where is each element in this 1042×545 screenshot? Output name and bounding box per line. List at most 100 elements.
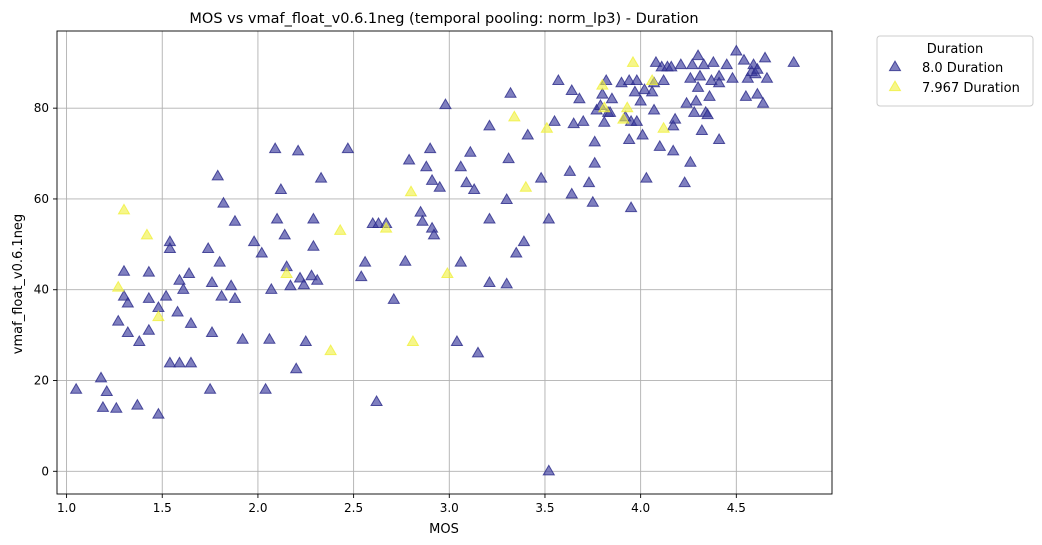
- y-axis-ticks: 0 20 40 60 80: [34, 101, 57, 478]
- data-point: [712, 133, 726, 145]
- data-point: [645, 85, 659, 97]
- data-point: [586, 195, 600, 207]
- data-point: [720, 58, 734, 70]
- data-point: [182, 266, 196, 278]
- data-point: [142, 265, 156, 277]
- data-point: [173, 273, 186, 285]
- data-point: [163, 241, 177, 253]
- data-point: [680, 96, 693, 108]
- data-point: [582, 176, 596, 188]
- data-point: [314, 171, 328, 183]
- x-tick-label: 3.5: [535, 501, 554, 515]
- data-point: [454, 160, 468, 172]
- data-point: [703, 89, 716, 101]
- data-point: [69, 382, 83, 394]
- data-point: [171, 305, 184, 317]
- data-point: [542, 464, 556, 476]
- y-tick-label: 20: [34, 374, 49, 388]
- data-point: [542, 212, 556, 224]
- data-point: [758, 51, 772, 63]
- data-point: [398, 254, 412, 266]
- data-point: [184, 316, 198, 328]
- data-point: [419, 160, 433, 172]
- data-point: [701, 108, 714, 120]
- y-tick-label: 60: [34, 192, 49, 206]
- data-point: [588, 135, 602, 147]
- x-tick-label: 1.0: [57, 501, 76, 515]
- data-point: [500, 277, 514, 289]
- data-point: [310, 273, 324, 285]
- data-point: [551, 74, 565, 86]
- data-point: [573, 92, 586, 104]
- data-point: [264, 282, 278, 294]
- data-point: [425, 173, 439, 185]
- data-point: [517, 235, 531, 247]
- data-point: [404, 185, 418, 197]
- data-point: [441, 266, 454, 278]
- data-point: [132, 335, 146, 347]
- data-point: [751, 87, 764, 99]
- data-point: [291, 144, 305, 156]
- data-point: [624, 201, 638, 213]
- data-point: [201, 241, 215, 253]
- data-point: [463, 145, 477, 157]
- data-point: [307, 212, 320, 224]
- data-point: [111, 314, 125, 326]
- data-point: [263, 332, 276, 344]
- data-point: [109, 401, 123, 413]
- data-point: [454, 255, 468, 267]
- data-point: [176, 282, 190, 294]
- data-point: [228, 291, 242, 303]
- data-point: [224, 279, 238, 291]
- data-point: [354, 270, 368, 282]
- data-point: [519, 180, 533, 192]
- data-point: [563, 164, 577, 176]
- data-point: [471, 346, 485, 358]
- data-point: [152, 310, 165, 322]
- data-point: [691, 49, 705, 61]
- data-point: [370, 394, 383, 406]
- data-point: [217, 196, 230, 208]
- data-point: [684, 71, 697, 83]
- legend-marker: [888, 80, 902, 92]
- data-point: [406, 335, 420, 347]
- data-point: [620, 101, 634, 113]
- data-point: [760, 71, 774, 83]
- data-point: [96, 400, 110, 412]
- data-point: [205, 276, 219, 288]
- y-axis-label: vmaf_float_v0.6.1neg: [11, 214, 26, 354]
- data-point: [159, 289, 173, 301]
- x-tick-label: 3.0: [440, 501, 459, 515]
- data-point: [647, 103, 661, 115]
- data-point: [211, 169, 225, 181]
- data-point: [425, 221, 439, 233]
- data-point: [596, 78, 609, 90]
- data-point: [636, 128, 649, 140]
- data-point: [163, 356, 177, 368]
- data-point: [414, 205, 427, 217]
- data-point: [504, 86, 517, 98]
- data-point: [450, 335, 464, 347]
- data-point: [597, 101, 611, 113]
- data-point: [706, 55, 720, 67]
- data-point: [205, 325, 219, 337]
- data-point: [255, 246, 269, 258]
- data-point: [674, 58, 688, 70]
- data-point: [729, 44, 743, 56]
- data-point: [215, 289, 228, 301]
- data-point: [270, 212, 284, 224]
- data-point: [94, 371, 108, 383]
- data-point: [280, 266, 293, 278]
- data-point: [697, 58, 711, 70]
- data-point: [588, 156, 602, 168]
- series-1-points: [69, 44, 801, 476]
- legend: Duration 8.0 Duration 7.967 Duration: [876, 35, 1034, 107]
- data-point: [684, 155, 697, 167]
- data-point: [307, 239, 320, 251]
- data-point: [500, 192, 514, 204]
- data-point: [645, 74, 659, 86]
- data-point: [274, 182, 288, 194]
- data-point: [695, 123, 709, 135]
- legend-label: 8.0 Duration: [922, 61, 1003, 76]
